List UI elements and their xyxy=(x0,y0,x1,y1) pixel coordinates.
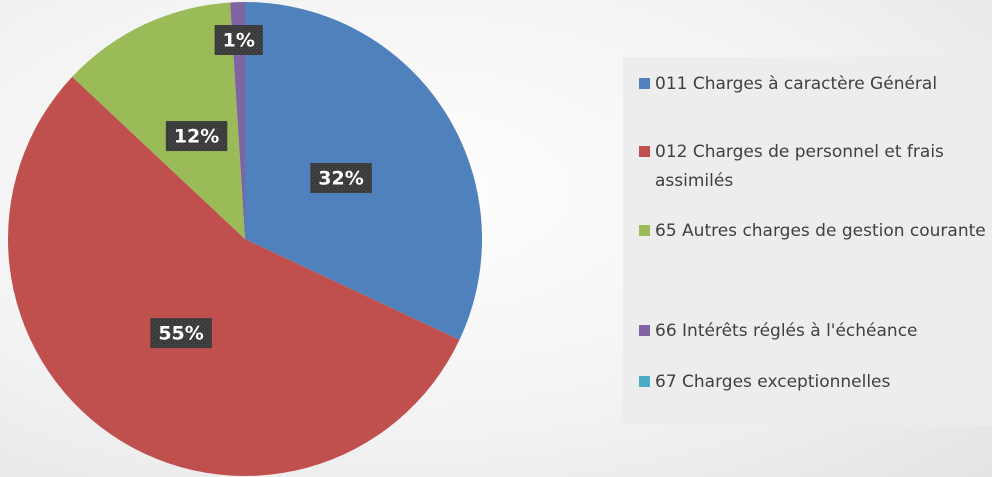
data-label: 32% xyxy=(310,163,372,194)
legend-item: 012 Charges de personnel et frais assimi… xyxy=(639,138,992,196)
legend-item: 011 Charges à caractère Général xyxy=(639,70,992,99)
pie-slice xyxy=(7,76,460,477)
pie-slice xyxy=(72,2,245,239)
legend-swatch xyxy=(639,146,650,157)
legend-swatch xyxy=(639,376,650,387)
legend-swatch xyxy=(639,225,650,236)
data-label-text: 55% xyxy=(158,323,203,345)
data-label-box xyxy=(150,318,212,349)
pie-slice xyxy=(230,2,245,239)
data-label-text: 12% xyxy=(174,126,219,148)
data-label-box xyxy=(165,121,228,152)
data-label-text: 1% xyxy=(223,30,255,52)
legend-item: 65 Autres charges de gestion courante xyxy=(639,217,992,246)
legend-label: 012 Charges de personnel et frais assimi… xyxy=(655,142,944,191)
pie-area: 32% 55% 12% 1% xyxy=(7,2,482,477)
data-label-text: 32% xyxy=(318,168,363,190)
legend-swatch xyxy=(639,78,650,89)
legend-swatch xyxy=(639,325,650,336)
legend-item: 67 Charges exceptionnelles xyxy=(639,368,992,397)
data-label-box xyxy=(310,163,372,194)
data-label: 1% xyxy=(214,25,263,56)
legend: 011 Charges à caractère Général 012 Charg… xyxy=(623,57,992,425)
legend-label: 65 Autres charges de gestion courante xyxy=(655,221,986,241)
data-label: 12% xyxy=(165,121,228,152)
legend-label: 66 Intérêts réglés à l'échéance xyxy=(655,321,918,341)
data-label-box xyxy=(214,25,263,56)
legend-label: 011 Charges à caractère Général xyxy=(655,74,938,94)
legend-label: 67 Charges exceptionnelles xyxy=(655,372,891,392)
legend-item: 66 Intérêts réglés à l'échéance xyxy=(639,317,992,346)
data-label: 55% xyxy=(150,318,212,349)
